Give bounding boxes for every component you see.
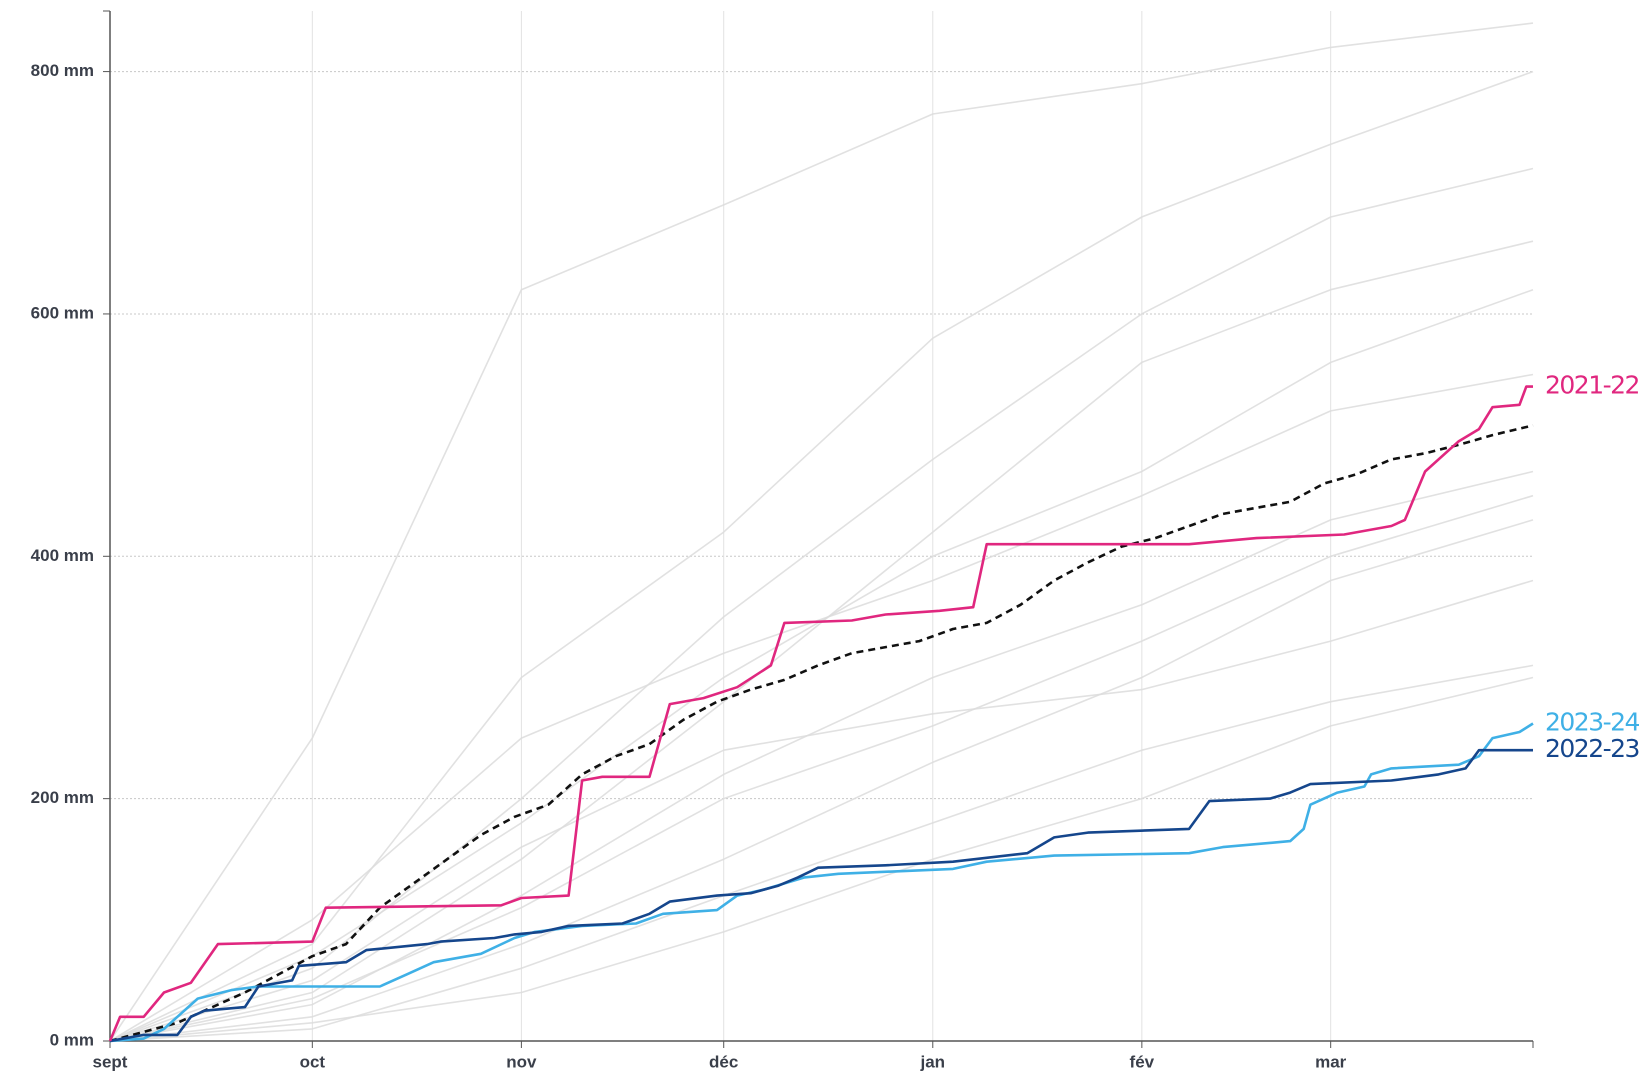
y-tick-label: 200 mm xyxy=(31,788,94,807)
background-line xyxy=(109,519,1534,1042)
background-line xyxy=(109,70,1534,1042)
x-tick-label: nov xyxy=(506,1052,537,1071)
background-line xyxy=(109,676,1534,1042)
x-tick-label: mar xyxy=(1315,1052,1347,1071)
series-label: 2023-24 xyxy=(1545,708,1640,737)
y-tick-label: 800 mm xyxy=(31,61,94,80)
y-tick-label: 0 mm xyxy=(50,1030,94,1049)
y-tick-label: 400 mm xyxy=(31,546,94,565)
x-tick-label: sept xyxy=(93,1052,128,1071)
background-line xyxy=(109,167,1534,1042)
background-line xyxy=(109,579,1534,1042)
background-line xyxy=(109,22,1534,1042)
background-line xyxy=(109,470,1534,1042)
x-tick-label: déc xyxy=(709,1052,738,1071)
background-line xyxy=(109,494,1534,1042)
series-label: 2022-23 xyxy=(1545,734,1639,763)
series-line xyxy=(108,385,1533,1042)
average-line xyxy=(109,424,1534,1043)
series-line xyxy=(109,748,1533,1043)
series-label: 2021-22 xyxy=(1545,371,1639,400)
y-tick-label: 600 mm xyxy=(31,303,94,322)
background-line xyxy=(109,240,1534,1042)
x-tick-label: jan xyxy=(919,1052,945,1071)
background-line xyxy=(109,288,1534,1042)
x-tick-label: fév xyxy=(1130,1052,1155,1071)
x-tick-label: oct xyxy=(300,1052,326,1071)
background-line xyxy=(109,664,1534,1042)
background-line xyxy=(109,373,1534,1042)
